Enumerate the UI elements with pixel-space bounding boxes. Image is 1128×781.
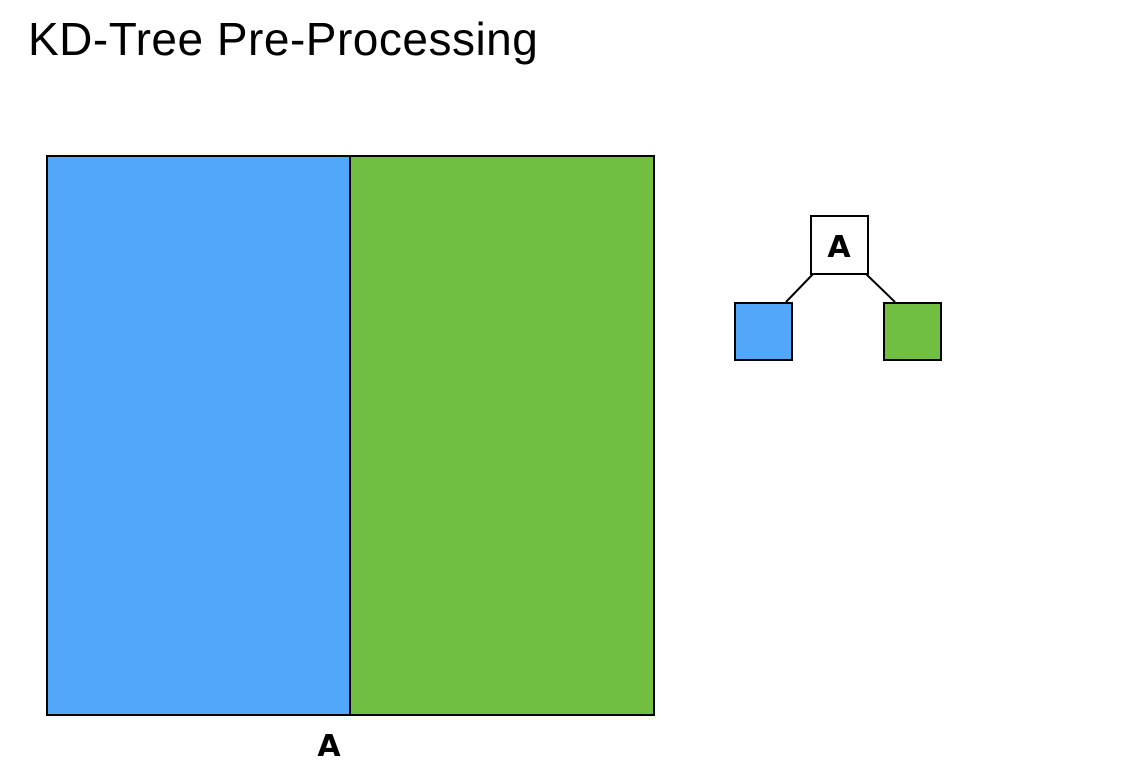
tree-right-child-node	[883, 302, 942, 361]
tree-edge-right	[865, 273, 896, 303]
split-line-label: A	[317, 729, 341, 764]
tree-edge-left	[785, 273, 814, 303]
tree-left-child-node	[734, 302, 793, 361]
tree-root-node	[810, 215, 869, 275]
left-region	[46, 155, 351, 716]
slide-title: KD-Tree Pre-Processing	[28, 13, 539, 65]
right-region	[349, 155, 655, 716]
tree-root-label: A	[827, 230, 851, 265]
